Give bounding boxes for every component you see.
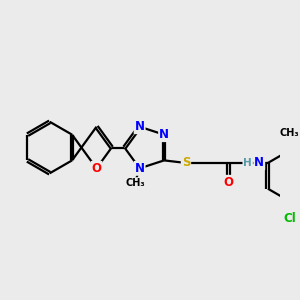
Text: N: N (135, 162, 145, 175)
Text: N: N (254, 157, 264, 169)
Text: CH₃: CH₃ (279, 128, 299, 138)
Text: O: O (224, 176, 233, 189)
Text: O: O (92, 162, 101, 175)
Text: Cl: Cl (284, 212, 296, 225)
Text: N: N (135, 120, 145, 133)
Text: N: N (159, 128, 169, 141)
Text: CH₃: CH₃ (125, 178, 145, 188)
Text: H: H (243, 158, 252, 168)
Text: S: S (182, 157, 190, 169)
